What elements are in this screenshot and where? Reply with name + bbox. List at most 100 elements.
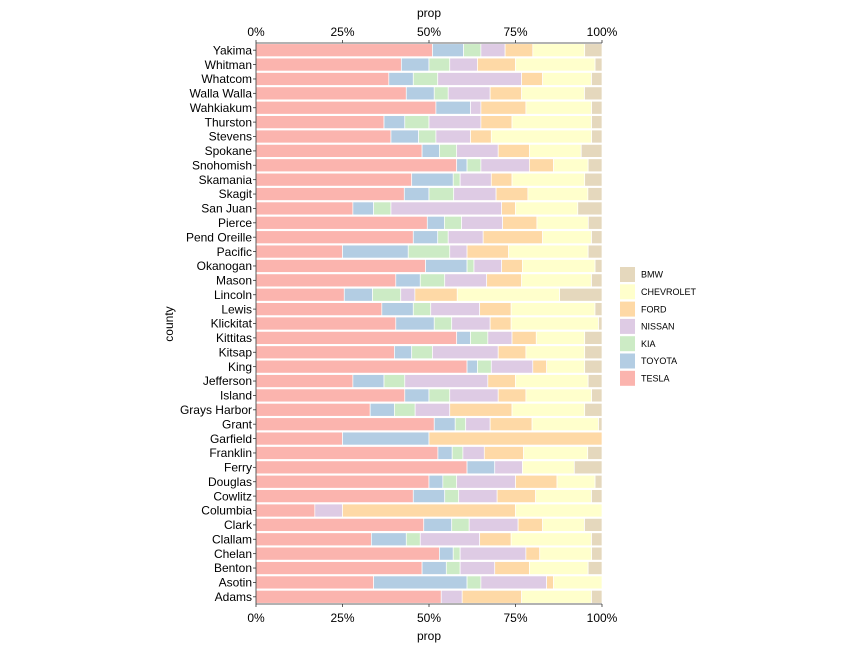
bar-grant-ford — [489, 417, 533, 432]
y-tick-label-spokane: Spokane — [205, 144, 253, 158]
bar-jefferson-tesla — [255, 374, 354, 388]
bar-pacific-kia — [407, 244, 451, 259]
bar-walla-walla-kia — [433, 86, 449, 101]
bar-stevens-chevrolet — [490, 129, 592, 144]
bar-thurston-tesla — [255, 115, 385, 129]
bar-asotin-chevrolet — [553, 575, 603, 590]
bar-thurston-kia — [404, 115, 430, 129]
bar-klickitat-nissan — [451, 316, 491, 331]
legend-label-toyota: TOYOTA — [641, 356, 677, 366]
bar-san-juan-nissan — [390, 201, 503, 216]
bar-asotin-tesla — [255, 575, 374, 590]
y-tick-label-ferry: Ferry — [224, 461, 252, 475]
legend-label-kia: KIA — [641, 339, 656, 349]
bar-franklin-kia — [451, 446, 464, 460]
bar-douglas-ford — [515, 474, 558, 489]
bar-whatcom-toyota — [388, 72, 414, 86]
y-tick-label-clark: Clark — [224, 518, 253, 532]
bar-wahkiakum-nissan — [470, 100, 482, 115]
bar-lewis-chevrolet — [510, 302, 596, 316]
bar-asotin-nissan — [480, 575, 547, 590]
bar-clallam-kia — [405, 532, 421, 547]
bar-pend-oreille-ford — [482, 230, 543, 245]
bar-clark-chevrolet — [542, 518, 585, 532]
bar-walla-walla-tesla — [255, 86, 407, 101]
bar-grant-tesla — [255, 417, 435, 432]
bar-franklin-ford — [483, 446, 524, 460]
y-tick-label-kitsap: Kitsap — [219, 345, 253, 359]
bar-kitsap-ford — [497, 345, 527, 360]
bar-spokane-ford — [497, 144, 530, 158]
bar-pierce-tesla — [255, 215, 428, 230]
bar-cowlitz-bmw — [591, 489, 603, 503]
bar-skagit-tesla — [255, 187, 405, 201]
bar-walla-walla-ford — [489, 86, 522, 101]
bar-clallam-chevrolet — [510, 532, 592, 547]
bar-benton-ford — [494, 561, 530, 575]
bar-whatcom-ford — [521, 72, 543, 86]
bar-clallam-ford — [479, 532, 512, 547]
bar-jefferson-ford — [487, 374, 516, 388]
bar-kitsap-bmw — [584, 345, 603, 360]
bar-island-ford — [497, 388, 527, 403]
bar-yakima-ford — [504, 43, 534, 58]
bar-wahkiakum-tesla — [255, 100, 437, 115]
bar-skamania-ford — [490, 172, 513, 187]
bar-douglas-tesla — [255, 474, 430, 489]
bar-clark-kia — [451, 518, 470, 532]
bar-clark-bmw — [584, 518, 603, 532]
bar-klickitat-ford — [489, 316, 512, 331]
bar-grays-harbor-bmw — [584, 402, 603, 417]
bar-lewis-nissan — [430, 302, 481, 316]
bar-king-chevrolet — [546, 359, 586, 374]
legend-label-bmw: BMW — [641, 270, 664, 280]
bar-pacific-ford — [466, 244, 509, 259]
y-tick-label-lincoln: Lincoln — [214, 288, 252, 302]
bar-cowlitz-chevrolet — [535, 489, 592, 503]
legend: BMW CHEVROLET FORD NISSAN KIA TOYOTA TESLA — [620, 267, 697, 386]
bar-thurston-bmw — [591, 115, 603, 129]
bar-skagit-nissan — [453, 187, 497, 201]
legend-label-chevrolet: CHEVROLET — [641, 287, 697, 297]
bar-skagit-bmw — [587, 187, 603, 201]
bar-san-juan-ford — [501, 201, 516, 216]
bar-klickitat-chevrolet — [510, 316, 599, 331]
bar-chelan-nissan — [459, 546, 527, 561]
bar-skamania-kia — [452, 172, 461, 187]
bar-snohomish-toyota — [456, 158, 468, 173]
bar-island-chevrolet — [525, 388, 592, 403]
x-tick-label-top-1: 25% — [330, 25, 354, 39]
bar-asotin-toyota — [373, 575, 468, 590]
bar-pierce-nissan — [461, 215, 504, 230]
bar-skagit-chevrolet — [527, 187, 589, 201]
y-tick-label-columbia: Columbia — [201, 504, 252, 518]
bar-kitsap-nissan — [432, 345, 499, 360]
bar-mason-bmw — [591, 273, 603, 288]
bar-kittitas-ford — [511, 331, 537, 345]
bar-grays-harbor-nissan — [414, 402, 451, 417]
bar-cowlitz-tesla — [255, 489, 414, 503]
bar-douglas-toyota — [428, 474, 444, 489]
bar-grays-harbor-kia — [394, 402, 416, 417]
bar-wahkiakum-toyota — [435, 100, 471, 115]
bar-jefferson-toyota — [352, 374, 385, 388]
bar-chelan-kia — [452, 546, 461, 561]
bar-klickitat-toyota — [395, 316, 435, 331]
bar-skamania-toyota — [411, 172, 454, 187]
bar-lewis-bmw — [594, 302, 603, 316]
bar-columbia-tesla — [255, 503, 316, 518]
bar-clallam-bmw — [591, 532, 603, 547]
legend-key-kia — [620, 336, 635, 352]
y-tick-label-cowlitz: Cowlitz — [213, 489, 252, 503]
bar-mason-nissan — [444, 273, 488, 288]
bar-pend-oreille-tesla — [255, 230, 414, 245]
bar-kittitas-tesla — [255, 331, 458, 345]
y-tick-label-king: King — [228, 360, 252, 374]
bar-chelan-chevrolet — [539, 546, 592, 561]
bar-stevens-kia — [418, 129, 437, 144]
bar-kittitas-toyota — [456, 331, 471, 345]
bar-walla-walla-toyota — [405, 86, 435, 101]
bar-pacific-chevrolet — [508, 244, 589, 259]
bar-pend-oreille-nissan — [447, 230, 484, 245]
bar-snohomish-bmw — [587, 158, 603, 173]
